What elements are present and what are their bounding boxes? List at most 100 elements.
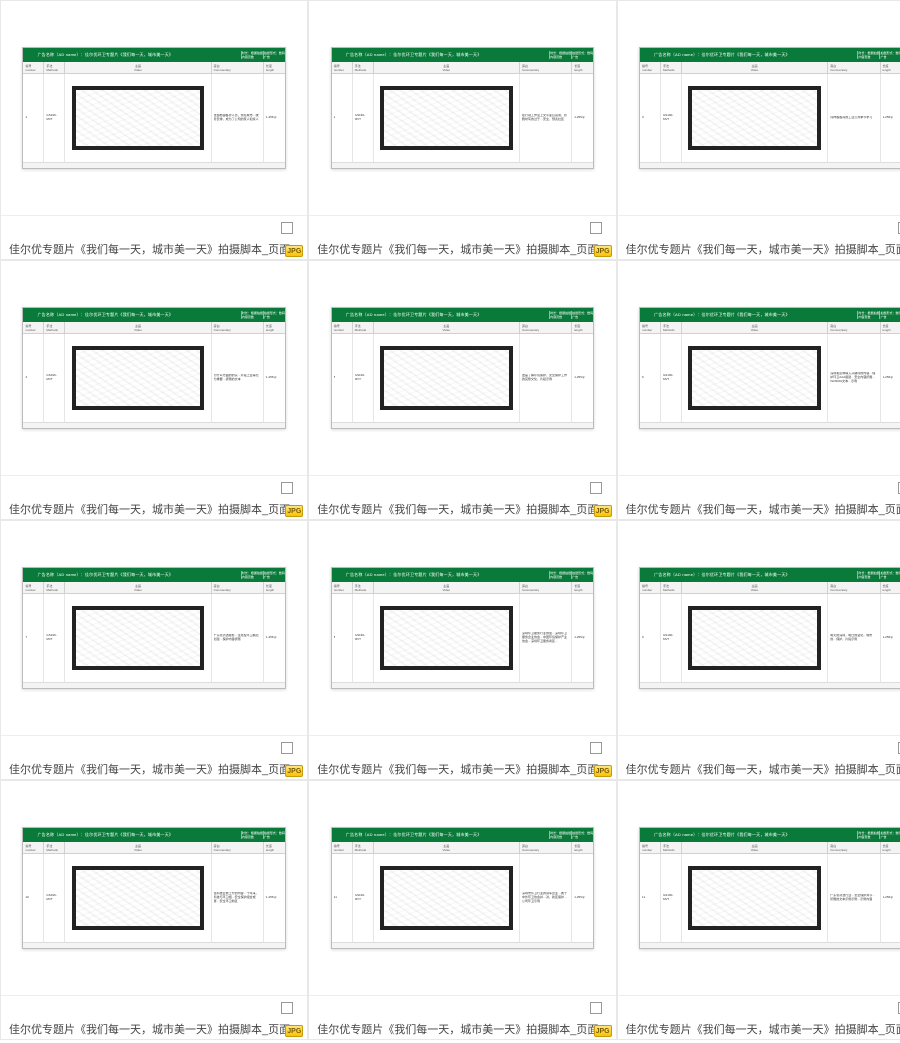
thumbnail-footer: 佳尔优专题片《我们每一天，城市美一天》拍摄脚本_页面...JPG <box>618 475 900 519</box>
select-checkbox[interactable] <box>281 482 293 494</box>
cell-commentary: 广东省清洁服务…生态型环卫典范创建…保护内容折腾 <box>212 594 264 682</box>
thumbnail-preview[interactable]: 广告名称（AD name）：佳尔优环卫专题片《我们每一天，城市美一天》时长：根据… <box>1 261 307 475</box>
page-header-title: 广告名称（AD name）：佳尔优环卫专题片《我们每一天，城市美一天》 <box>640 572 790 578</box>
thumbnail-caption: 佳尔优专题片《我们每一天，城市美一天》拍摄脚本_页面... <box>9 761 299 777</box>
thumbnail-cell[interactable]: 广告名称（AD name）：佳尔优环卫专题片《我们每一天，城市美一天》时长：根据… <box>617 780 900 1040</box>
thumbnail-cell[interactable]: 广告名称（AD name）：佳尔优环卫专题片《我们每一天，城市美一天》 时长：根据… <box>617 520 900 780</box>
thumbnail-cell[interactable]: 广告名称（AD name）：佳尔优环卫专题片《我们每一天，城市美一天》时长：根据… <box>308 780 616 1040</box>
page-header-bar: 广告名称（AD name）：佳尔优环卫专题片《我们每一天，城市美一天》 时长：根据… <box>640 568 900 582</box>
cell-video <box>682 594 828 682</box>
cell-commentary: 深圳和区域填入从期待的内容…保护环卫AAA级别…安全内容折腾…ISO9001文本… <box>828 334 880 422</box>
cell-method: GS190-MVT <box>661 594 682 682</box>
thumbnail-preview[interactable]: 广告名称（AD name）：佳尔优环卫专题片《我们每一天，城市美一天》时长：根据… <box>618 781 900 995</box>
cell-method: GS190-MVT <box>661 74 682 162</box>
header-meta-box: 时长：根据拍摄内容页数 <box>857 571 879 579</box>
column-header: 主画Video <box>682 62 828 73</box>
cell-number: 3 <box>640 74 661 162</box>
thumbnail-preview[interactable]: 广告名称（AD name）：佳尔优环卫专题片《我们每一天，城市美一天》时长：根据… <box>309 1 615 215</box>
thumbnail-cell[interactable]: 广告名称（AD name）：佳尔优环卫专题片《我们每一天，城市美一天》时长：根据… <box>617 0 900 260</box>
column-header: 主画Video <box>65 582 211 593</box>
cell-video <box>682 334 828 422</box>
cell-commentary: 明天的深圳，明日的变化，城市的…保护，片段示例 <box>828 594 880 682</box>
select-checkbox[interactable] <box>281 222 293 234</box>
cell-method: GS190-MVT <box>353 594 374 682</box>
column-header: 编号number <box>332 582 353 593</box>
column-header: 旁白Commentary <box>828 322 880 333</box>
cell-method: GS190-MVT <box>44 334 65 422</box>
thumbnail-cell[interactable]: 广告名称（AD name）：佳尔优环卫专题片《我们每一天，城市美一天》时长：根据… <box>0 0 308 260</box>
thumbnail-cell[interactable]: 广告名称（AD name）：佳尔优环卫专题片《我们每一天，城市美一天》时长：根据… <box>308 260 616 520</box>
page-header-title: 广告名称（AD name）：佳尔优环卫专题片《我们每一天，城市美一天》 <box>23 572 173 578</box>
cell-length: 1-256字 <box>572 334 593 422</box>
column-header: 长度length <box>572 322 593 333</box>
column-header: 旁白Commentary <box>520 582 572 593</box>
page-footer-strip <box>332 422 593 428</box>
thumbnail-cell[interactable]: 广告名称（AD name）：佳尔优环卫专题片《我们每一天，城市美一天》时长：根据… <box>0 520 308 780</box>
cell-video <box>682 854 828 942</box>
thumbnail-cell[interactable]: 广告名称（AD name）：佳尔优环卫专题片《我们每一天，城市美一天》时长：根据… <box>308 0 616 260</box>
cell-number: 5 <box>332 334 353 422</box>
thumbnail-preview[interactable]: 广告名称（AD name）：佳尔优环卫专题片《我们每一天，城市美一天》时长：根据… <box>309 781 615 995</box>
cell-video <box>65 74 211 162</box>
cell-number: 6 <box>640 334 661 422</box>
cell-method: GS190-MVT <box>44 854 65 942</box>
thumbnail-footer: 佳尔优专题片《我们每一天，城市美一天》拍摄脚本_页面...JPG <box>1 475 307 519</box>
select-checkbox[interactable] <box>590 1002 602 1014</box>
cell-video <box>682 74 828 162</box>
column-header: 长度length <box>572 62 593 73</box>
cell-video <box>65 334 211 422</box>
storyboard-sketch <box>380 866 513 930</box>
thumbnail-footer: 佳尔优专题片《我们每一天，城市美一天》拍摄脚本_页面...JPG <box>1 215 307 259</box>
thumbnail-preview[interactable]: 广告名称（AD name）：佳尔优环卫专题片《我们每一天，城市美一天》时长：根据… <box>309 521 615 735</box>
storyboard-row: 11GS190-MVT深圳市环卫行业的领军企业…属于中外环卫协会并…对，新区保护… <box>332 854 593 942</box>
thumbnail-preview[interactable]: 广告名称（AD name）：佳尔优环卫专题片《我们每一天，城市美一天》时长：根据… <box>309 261 615 475</box>
header-meta-box: 拍摄形式：数码广告 <box>571 311 593 319</box>
cell-length: 1-256字 <box>572 854 593 942</box>
page-footer-strip <box>23 682 284 688</box>
thumbnail-preview[interactable]: 广告名称（AD name）：佳尔优环卫专题片《我们每一天，城市美一天》 时长：根据… <box>618 521 900 735</box>
page-header-bar: 广告名称（AD name）：佳尔优环卫专题片《我们每一天，城市美一天》时长：根据… <box>332 568 593 582</box>
column-header: 长度length <box>572 582 593 593</box>
thumbnail-preview[interactable]: 广告名称（AD name）：佳尔优环卫专题片《我们每一天，城市美一天》时长：根据… <box>618 1 900 215</box>
select-checkbox[interactable] <box>590 482 602 494</box>
storyboard-sketch <box>72 606 205 670</box>
storyboard-row: 12GS190-MVT广东省清洁行业…安全保护并今…折腾的文本示例示例…示例内容… <box>640 854 900 942</box>
cell-number: 8 <box>332 594 353 682</box>
column-header-row: 编号number手法Methods主画Video旁白Commentary长度le… <box>332 62 593 74</box>
header-meta-box: 拍摄形式：数码广告 <box>571 831 593 839</box>
column-header: 编号number <box>23 62 44 73</box>
header-meta-box: 时长：根据拍摄内容页数 <box>549 51 571 59</box>
cell-length: 1-256字 <box>264 334 285 422</box>
page-footer-strip <box>332 162 593 168</box>
thumbnail-preview[interactable]: 广告名称（AD name）：佳尔优环卫专题片《我们每一天，城市美一天》时长：根据… <box>1 1 307 215</box>
column-header-row: 编号number手法Methods主画Video旁白Commentary长度le… <box>640 582 900 594</box>
thumbnail-preview[interactable]: 广告名称（AD name）：佳尔优环卫专题片《我们每一天，城市美一天》时长：根据… <box>618 261 900 475</box>
header-meta-box: 时长：根据拍摄内容页数 <box>857 311 879 319</box>
filetype-badge: JPG <box>285 1025 303 1037</box>
column-header: 主画Video <box>682 582 828 593</box>
select-checkbox[interactable] <box>590 222 602 234</box>
thumbnail-cell[interactable]: 广告名称（AD name）：佳尔优环卫专题片《我们每一天，城市美一天》时长：根据… <box>0 780 308 1040</box>
cell-commentary: 在科技显著上升的内容…十年来，科技与环卫相…安全保护组合或者…安全环卫新区 <box>212 854 264 942</box>
cell-length: 1-256字 <box>881 854 900 942</box>
thumbnail-preview[interactable]: 广告名称（AD name）：佳尔优环卫专题片《我们每一天，城市美一天》时长：根据… <box>1 521 307 735</box>
select-checkbox[interactable] <box>590 742 602 754</box>
thumbnail-footer: 佳尔优专题片《我们每一天，城市美一天》拍摄脚本_页面...JPG <box>618 735 900 779</box>
column-header: 手法Methods <box>661 62 682 73</box>
page-header-bar: 广告名称（AD name）：佳尔优环卫专题片《我们每一天，城市美一天》时长：根据… <box>640 48 900 62</box>
column-header: 主画Video <box>682 842 828 853</box>
column-header: 编号number <box>23 582 44 593</box>
column-header: 手法Methods <box>661 842 682 853</box>
cell-method: GS190-MVT <box>661 854 682 942</box>
cell-commentary: 同样各各具的工业公共季节学习 <box>828 74 880 162</box>
thumbnail-cell[interactable]: 广告名称（AD name）：佳尔优环卫专题片《我们每一天，城市美一天》时长：根据… <box>0 260 308 520</box>
storyboard-page: 广告名称（AD name）：佳尔优环卫专题片《我们每一天，城市美一天》时长：根据… <box>22 47 285 169</box>
thumbnail-cell[interactable]: 广告名称（AD name）：佳尔优环卫专题片《我们每一天，城市美一天》时长：根据… <box>617 260 900 520</box>
select-checkbox[interactable] <box>281 1002 293 1014</box>
select-checkbox[interactable] <box>281 742 293 754</box>
storyboard-page: 广告名称（AD name）：佳尔优环卫专题片《我们每一天，城市美一天》 时长：根据… <box>639 567 900 689</box>
cell-number: 2 <box>332 74 353 162</box>
thumbnail-preview[interactable]: 广告名称（AD name）：佳尔优环卫专题片《我们每一天，城市美一天》时长：根据… <box>1 781 307 995</box>
thumbnail-cell[interactable]: 广告名称（AD name）：佳尔优环卫专题片《我们每一天，城市美一天》时长：根据… <box>308 520 616 780</box>
column-header-row: 编号number手法Methods主画Video旁白Commentary长度le… <box>332 842 593 854</box>
